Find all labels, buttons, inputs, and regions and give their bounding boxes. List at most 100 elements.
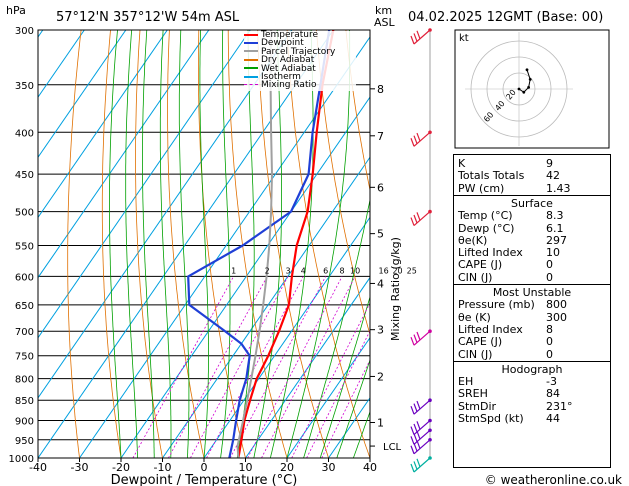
isotherm-line xyxy=(38,30,210,279)
index-label: Dewp (°C) xyxy=(458,221,515,235)
mixing-ratio-label: 1 xyxy=(231,266,236,275)
index-value: 800 xyxy=(546,298,567,312)
index-label: CAPE (J) xyxy=(458,258,503,272)
km-tick-label: 6 xyxy=(377,181,384,194)
mixing-ratio-line xyxy=(132,276,234,458)
pressure-tick-label: 950 xyxy=(15,436,34,447)
pressure-tick-label: 400 xyxy=(15,128,34,139)
plot-frame xyxy=(37,29,371,459)
panel-divider xyxy=(454,194,610,196)
index-value: 297 xyxy=(546,233,567,247)
index-value: 9 xyxy=(546,157,553,170)
lcl-label: LCL xyxy=(383,442,402,453)
wind-barb xyxy=(410,329,432,346)
pressure-tick-label: 650 xyxy=(15,301,34,312)
pressure-tick-label: 850 xyxy=(15,396,34,407)
index-value: 300 xyxy=(546,310,567,324)
index-value: 231° xyxy=(546,399,573,413)
km-tick-label: 2 xyxy=(377,370,384,383)
index-value: 6.1 xyxy=(546,221,564,235)
index-row: Totals Totals 42 xyxy=(458,170,606,182)
mixing-ratio-line xyxy=(229,276,326,458)
index-label: SREH xyxy=(458,387,488,401)
legend-item: Parcel Trajectory xyxy=(244,47,335,57)
index-label: PW (cm) xyxy=(458,181,505,195)
isotherm-line xyxy=(0,30,1,458)
legend-swatch xyxy=(244,84,258,86)
wind-barb xyxy=(410,398,432,415)
km-tick-label: 8 xyxy=(377,83,384,96)
legend-swatch xyxy=(244,75,258,78)
location-title: 57°12'N 357°12'W 54m ASL xyxy=(56,10,240,25)
surface-row: Temp (°C) 8.3 xyxy=(458,210,606,222)
wet-adiabat-line xyxy=(286,30,351,458)
index-label: θe (K) xyxy=(458,310,491,324)
dry-adiabat-line xyxy=(286,30,370,458)
pressure-tick-label: 800 xyxy=(15,375,34,386)
pressure-tick-label: 350 xyxy=(15,81,34,92)
dry-adiabat-line xyxy=(316,30,370,336)
wet-adiabat-line xyxy=(253,30,283,458)
mixing-ratio-axis-title: Mixing Ratio (g/kg) xyxy=(389,237,402,341)
legend-item: Temperature xyxy=(244,31,318,40)
index-label: EH xyxy=(458,375,474,389)
dry-adiabat-line xyxy=(135,30,163,458)
pressure-tick-label: 750 xyxy=(15,352,34,363)
index-value: 42 xyxy=(546,169,560,183)
index-value: 8 xyxy=(546,322,553,336)
legend-swatch xyxy=(244,50,258,53)
wet-adiabat-line xyxy=(303,197,370,458)
series-parcel-trajectory xyxy=(236,30,273,458)
x-tick-label: -40 xyxy=(29,461,47,474)
footer-credit: © weatheronline.co.uk xyxy=(485,473,622,486)
hpa-label: hPa xyxy=(6,4,26,17)
hodograph-row: StmSpd (kt) 44 xyxy=(458,413,606,425)
legend-swatch xyxy=(244,33,258,36)
dry-adiabat-line xyxy=(167,30,205,458)
mixing-ratio-line xyxy=(261,276,356,458)
km-tick-label: 4 xyxy=(377,277,384,290)
wet-adiabat-line xyxy=(319,295,370,458)
index-value: -3 xyxy=(546,375,557,389)
unstable-row: Pressure (mb) 800 xyxy=(458,299,606,311)
panel-divider xyxy=(454,284,610,285)
pressure-tick-label: 1000 xyxy=(9,454,34,465)
hodograph-row: EH -3 xyxy=(458,376,606,388)
x-tick-label: 10 xyxy=(239,461,253,474)
mixing-ratio-label: 3 xyxy=(285,266,290,275)
x-tick-label: 0 xyxy=(201,461,208,474)
isotherm-line xyxy=(79,36,370,458)
wind-barb xyxy=(410,456,432,473)
surface-row: Lifted Index 10 xyxy=(458,247,606,259)
index-label: θe(K) xyxy=(458,233,488,247)
wind-barb xyxy=(410,209,432,227)
legend-swatch xyxy=(244,58,258,61)
index-value: 0 xyxy=(546,270,553,284)
km-label: km xyxy=(375,4,392,17)
mixing-ratio-label: 20 xyxy=(392,266,402,275)
series-temperature xyxy=(237,30,335,458)
index-value: 10 xyxy=(546,246,560,260)
isotherm-line xyxy=(286,336,370,458)
index-label: Totals Totals xyxy=(458,169,525,183)
dry-adiabat-line xyxy=(101,30,122,458)
mixing-ratio-line xyxy=(321,359,370,458)
surface-row: CAPE (J) 0 xyxy=(458,259,606,271)
wet-adiabat-line xyxy=(159,30,172,458)
pressure-tick-label: 900 xyxy=(15,417,34,428)
isotherm-line xyxy=(38,30,168,219)
x-tick-label: 40 xyxy=(363,461,377,474)
legend-label: Temperature xyxy=(261,30,319,40)
wet-adiabat-line xyxy=(336,358,370,458)
isotherm-line xyxy=(245,276,370,458)
index-value: 44 xyxy=(546,412,560,425)
wind-barb xyxy=(410,130,432,147)
isotherm-line xyxy=(38,30,85,99)
index-label: CAPE (J) xyxy=(458,335,503,349)
x-axis-title: Dewpoint / Temperature (°C) xyxy=(111,473,298,486)
mixing-ratio-line xyxy=(206,276,304,458)
index-value: 1.43 xyxy=(546,181,571,195)
panel-divider xyxy=(454,360,610,362)
legend-item: Dewpoint xyxy=(244,39,304,48)
